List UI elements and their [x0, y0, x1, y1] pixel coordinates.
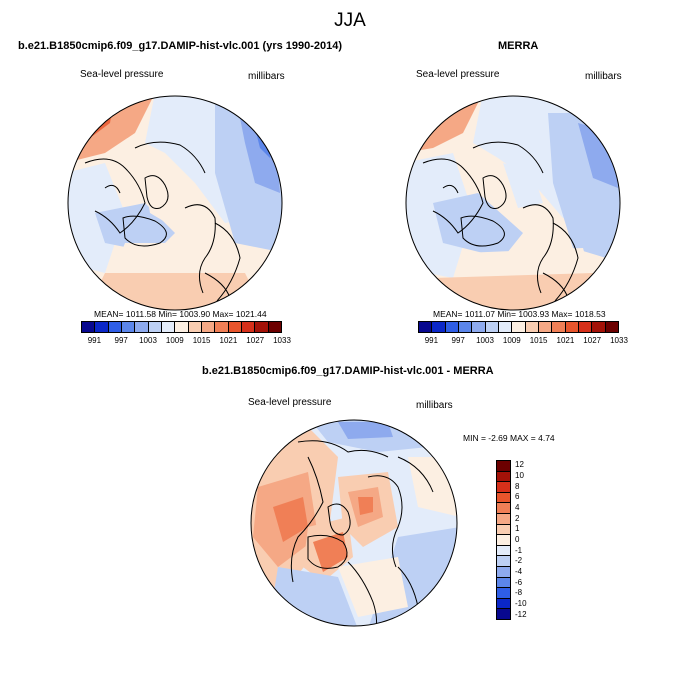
diff-colorbar [496, 460, 511, 620]
colorbar-swatch [497, 598, 510, 610]
obs-variable-label: Sea-level pressure [416, 69, 500, 80]
colorbar-swatch [201, 322, 216, 332]
model-units-label: millibars [248, 71, 285, 82]
colorbar-tick-label: 997 [451, 336, 465, 345]
colorbar-swatch [497, 545, 510, 557]
colorbar-swatch [419, 322, 433, 332]
colorbar-swatch [497, 492, 510, 504]
colorbar-swatch [497, 461, 510, 472]
colorbar-swatch [95, 322, 109, 332]
colorbar-tick-label: 1015 [529, 336, 548, 345]
obs-stats: MEAN= 1011.07 Min= 1003.93 Max= 1018.53 [433, 309, 606, 319]
colorbar-swatch [497, 566, 510, 578]
obs-panel-title: MERRA [498, 40, 539, 52]
colorbar-tick-label: 1033 [610, 336, 628, 345]
obs-units-label: millibars [585, 71, 622, 82]
colorbar-swatch [445, 322, 459, 332]
colorbar-tick-label: -1 [515, 545, 523, 555]
colorbar-tick-label: -8 [515, 588, 523, 598]
colorbar-swatch [228, 322, 242, 332]
colorbar-tick-label: 991 [87, 336, 102, 345]
colorbar-tick-label: 6 [515, 492, 520, 502]
model-panel-title: b.e21.B1850cmip6.f09_g17.DAMIP-hist-vlc.… [18, 40, 343, 52]
colorbar-swatch [472, 322, 486, 332]
colorbar-swatch [565, 322, 579, 332]
obs-colorbar [418, 321, 619, 333]
colorbar-tick-label: 1009 [165, 336, 184, 345]
colorbar-tick-label: 1021 [219, 336, 238, 345]
colorbar-swatch [552, 322, 566, 332]
model-colorbar [81, 321, 282, 333]
model-polar-map [67, 95, 283, 311]
colorbar-swatch [497, 482, 510, 493]
diff-variable-label: Sea-level pressure [248, 397, 332, 408]
colorbar-swatch [592, 322, 606, 332]
colorbar-swatch [497, 609, 510, 619]
colorbar-swatch [135, 322, 149, 332]
colorbar-swatch [497, 535, 510, 546]
colorbar-tick-label: 1003 [476, 336, 494, 345]
colorbar-tick-label: 997 [114, 336, 128, 345]
obs-polar-map [405, 95, 621, 311]
colorbar-tick-label: 12 [515, 460, 524, 470]
colorbar-swatch [175, 322, 189, 332]
main-title: JJA [334, 10, 366, 31]
colorbar-tick-label: -12 [515, 609, 527, 619]
colorbar-swatch [497, 588, 510, 599]
colorbar-tick-label: -4 [515, 567, 523, 576]
colorbar-swatch [497, 471, 510, 483]
colorbar-tick-label: -2 [515, 556, 523, 566]
colorbar-swatch [241, 322, 256, 332]
colorbar-swatch [497, 524, 510, 536]
colorbar-swatch [255, 322, 269, 332]
colorbar-swatch [108, 322, 122, 332]
colorbar-swatch [497, 513, 510, 525]
colorbar-swatch [605, 322, 618, 332]
colorbar-tick-label: 1021 [556, 336, 575, 345]
colorbar-swatch [497, 577, 510, 589]
colorbar-swatch [578, 322, 593, 332]
colorbar-swatch [458, 322, 473, 332]
colorbar-swatch [485, 322, 499, 332]
colorbar-swatch [161, 322, 176, 332]
colorbar-swatch [432, 322, 446, 332]
colorbar-tick-label: -6 [515, 577, 523, 587]
colorbar-tick-label: 1033 [273, 336, 291, 345]
colorbar-tick-label: 8 [515, 481, 520, 491]
colorbar-swatch [538, 322, 553, 332]
colorbar-swatch [148, 322, 162, 332]
model-stats: MEAN= 1011.58 Min= 1003.90 Max= 1021.44 [94, 309, 267, 319]
colorbar-tick-label: -10 [515, 599, 527, 608]
model-colorbar-ticks: 991 997 1003 1009 1015 1021 1027 1033 [81, 336, 291, 346]
colorbar-swatch [498, 322, 513, 332]
colorbar-tick-label: 1003 [139, 336, 157, 345]
diff-colorbar-ticks: 12 10 8 6 4 2 1 0 -1 -2 -4 -6 -8 -10 -12 [515, 460, 545, 620]
colorbar-swatch [512, 322, 526, 332]
colorbar-swatch [188, 322, 202, 332]
colorbar-tick-label: 0 [515, 535, 520, 544]
diff-polar-map [250, 419, 458, 627]
colorbar-tick-label: 1027 [246, 336, 265, 345]
obs-colorbar-ticks: 991 997 1003 1009 1015 1021 1027 1033 [418, 336, 628, 346]
colorbar-swatch [268, 322, 281, 332]
colorbar-swatch [497, 556, 510, 567]
colorbar-tick-label: 1 [515, 524, 520, 534]
colorbar-tick-label: 1009 [502, 336, 521, 345]
colorbar-swatch [121, 322, 136, 332]
colorbar-tick-label: 1027 [583, 336, 602, 345]
diff-stats: MIN = -2.69 MAX = 4.74 [463, 433, 555, 443]
diff-units-label: millibars [416, 400, 453, 411]
colorbar-tick-label: 991 [424, 336, 439, 345]
colorbar-tick-label: 10 [515, 471, 524, 480]
colorbar-tick-label: 2 [515, 513, 520, 523]
colorbar-tick-label: 4 [515, 503, 520, 512]
colorbar-swatch [82, 322, 96, 332]
diff-panel-title: b.e21.B1850cmip6.f09_g17.DAMIP-hist-vlc.… [202, 365, 494, 377]
colorbar-swatch [215, 322, 229, 332]
colorbar-swatch [497, 503, 510, 514]
colorbar-swatch [525, 322, 539, 332]
model-variable-label: Sea-level pressure [80, 69, 164, 80]
colorbar-tick-label: 1015 [192, 336, 211, 345]
